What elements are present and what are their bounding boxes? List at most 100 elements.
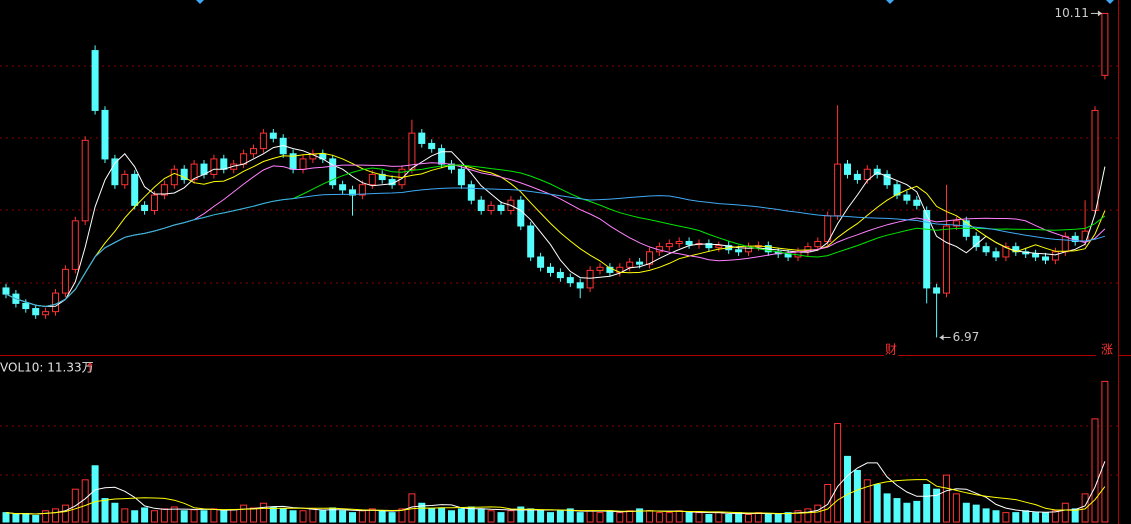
volume-bar — [220, 510, 228, 523]
candle-body — [586, 269, 594, 289]
candle-body — [2, 287, 10, 295]
volume-bar — [576, 512, 584, 523]
low-arrowhead — [939, 334, 944, 341]
volume-bar — [111, 502, 119, 523]
volume-bar — [101, 498, 109, 523]
candle-body — [329, 158, 337, 186]
high-label: 10.11 — [1055, 6, 1089, 20]
candle-body — [22, 302, 30, 310]
volume-bar — [1022, 510, 1030, 523]
candle-body — [121, 173, 129, 186]
candle-body — [408, 132, 416, 170]
candle-body — [844, 163, 851, 175]
candle-body — [339, 184, 347, 191]
volume-bar — [616, 512, 624, 523]
volume-bar — [259, 502, 267, 523]
candle-body — [190, 163, 198, 181]
volume-bar — [952, 493, 960, 523]
volume-bar — [655, 512, 663, 523]
volume-bar — [190, 509, 198, 523]
candle-body — [903, 194, 911, 201]
candle-body — [883, 173, 891, 186]
candle-body — [477, 199, 485, 212]
volume-bar — [1051, 510, 1059, 523]
candle-body — [665, 243, 673, 248]
candle-body — [81, 139, 89, 222]
volume-bar — [1061, 502, 1069, 523]
volume-bar — [596, 512, 604, 523]
volume-bar — [913, 500, 921, 523]
volume-bar — [368, 508, 376, 523]
volume-bar — [972, 504, 980, 523]
volume-bar — [210, 508, 218, 523]
volume-bar — [1071, 508, 1079, 523]
volume-bar — [279, 508, 287, 523]
candle-body — [180, 168, 188, 181]
volume-bar — [646, 510, 653, 523]
candle-body — [111, 158, 119, 186]
ma-line — [5, 144, 1106, 308]
volume-bar — [170, 506, 178, 523]
volume-bar — [1101, 380, 1109, 523]
volume-bar — [824, 484, 832, 523]
candle-body — [685, 240, 693, 246]
candle-body — [160, 184, 168, 196]
candle-body — [61, 268, 69, 294]
volume-bar — [448, 510, 455, 523]
volume-bar — [754, 512, 762, 523]
volume-bar — [794, 510, 802, 523]
volume-bar — [982, 508, 990, 523]
volume-bar — [507, 510, 515, 523]
volume-bar — [52, 508, 59, 523]
plot: 10.11 6.97 — [2, 6, 1109, 523]
candle-body — [368, 173, 376, 186]
candle-body — [487, 204, 495, 212]
volume-bar — [200, 510, 208, 523]
volume-bar — [1012, 512, 1020, 523]
event-box — [1096, 343, 1118, 357]
candle-body — [646, 251, 653, 265]
volume-bar — [636, 508, 644, 523]
volume-bar — [1081, 493, 1089, 523]
event-label: 涨 — [1101, 342, 1113, 357]
volume-bar — [853, 469, 861, 523]
volume-bar — [626, 510, 634, 523]
volume-bar — [923, 484, 931, 523]
candle-body — [32, 308, 40, 316]
volume-bar — [42, 510, 50, 523]
candle-body — [42, 311, 50, 316]
candle-body — [91, 50, 99, 111]
candle-body — [71, 220, 79, 270]
volume-bar — [250, 507, 257, 523]
candle-body — [537, 256, 545, 268]
volume-bar — [784, 512, 792, 523]
volume-bar — [497, 512, 505, 523]
volume-bar — [1032, 512, 1040, 523]
volume-bar — [349, 512, 356, 523]
volume-bar — [230, 509, 238, 523]
candle-body — [1042, 256, 1049, 261]
candle-body — [131, 173, 139, 206]
candle-body — [853, 173, 861, 181]
candle-body — [428, 142, 436, 150]
candle-body — [497, 204, 505, 212]
volume-bar — [606, 510, 614, 523]
volume-bar — [467, 506, 475, 523]
volume-bar — [943, 474, 950, 523]
volume-bar — [893, 498, 901, 523]
volume-bar — [863, 479, 871, 523]
volume-bar — [61, 504, 69, 523]
volume-bar — [725, 514, 733, 523]
volume-bar — [735, 512, 743, 523]
candle-body — [566, 277, 574, 284]
candle-body — [1002, 246, 1010, 258]
volume-bar — [22, 513, 30, 523]
volume-bar — [586, 510, 594, 523]
candle-body — [457, 168, 465, 186]
candle-body — [141, 204, 149, 212]
candle-body — [992, 251, 1000, 258]
candle-body — [863, 168, 871, 181]
volume-bar — [517, 506, 525, 523]
volume-bar — [695, 512, 703, 523]
